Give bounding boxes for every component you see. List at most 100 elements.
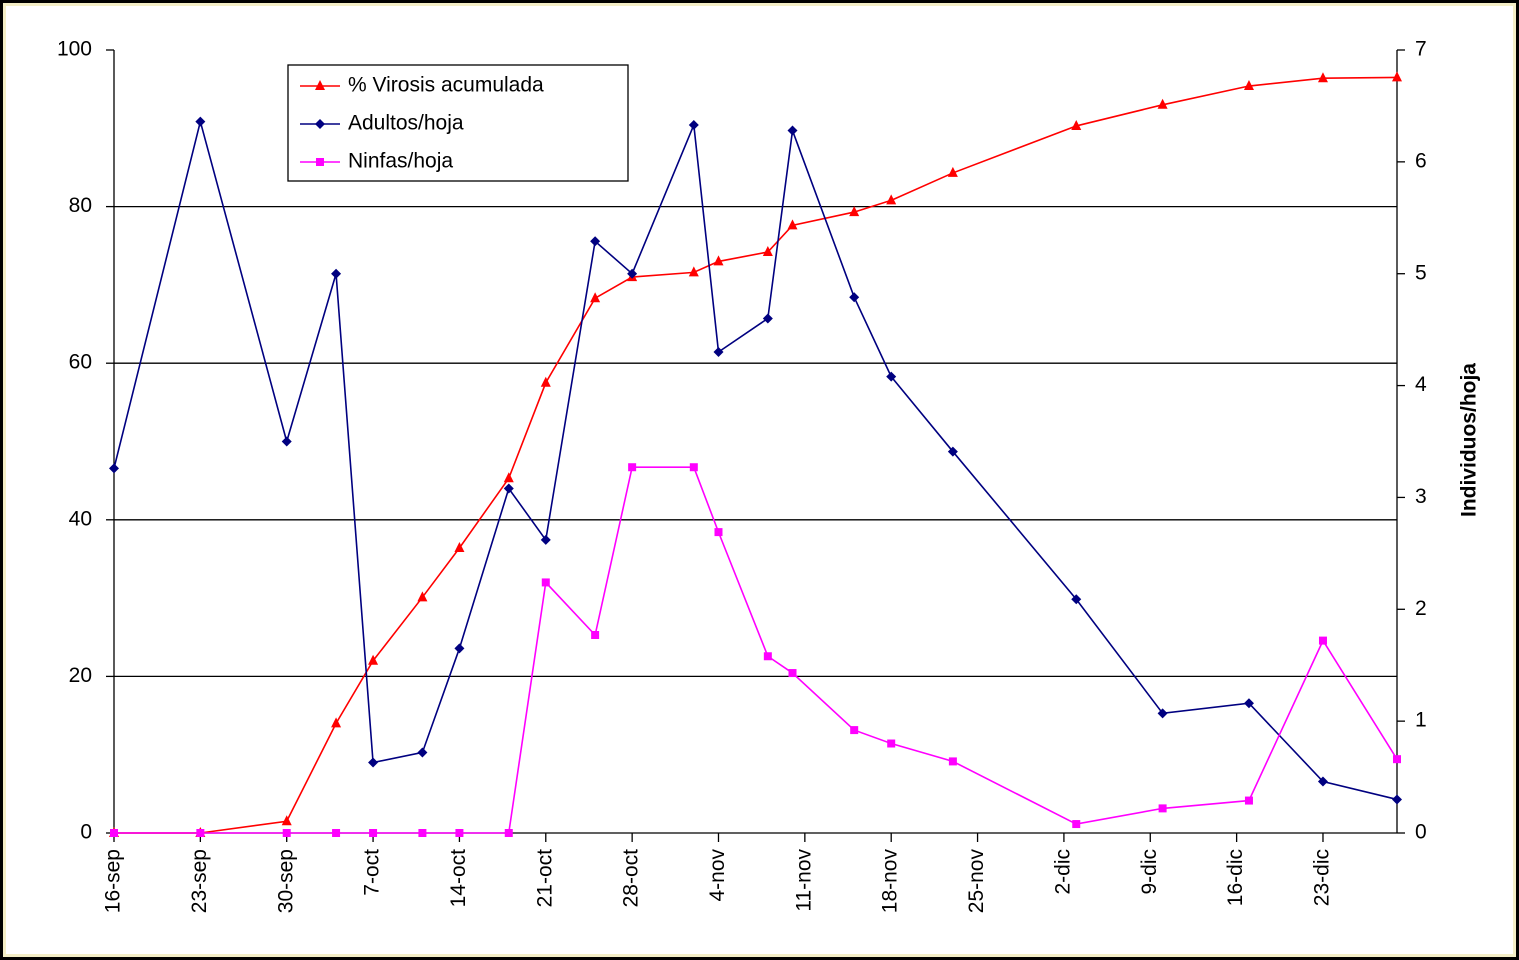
y2-tick-label: 2 [1415,597,1427,620]
x-tick-label: 28-oct [620,849,643,908]
series-line [114,466,1398,834]
series-line [113,118,1398,801]
data-point [331,268,342,279]
x-tick-label: 23-sep [188,849,211,913]
data-point [1243,698,1254,709]
data-point [281,815,292,826]
y2-tick-label: 3 [1415,485,1427,508]
x-tick-label: 2-dic [1051,849,1074,895]
data-point [1158,804,1167,813]
data-point [281,436,292,447]
data-point [196,829,205,837]
x-tick-label: 16-sep [102,849,125,913]
data-point [590,292,601,303]
x-tick-label: 7-oct [361,849,384,896]
legend-label: Ninfas/hoja [348,150,453,173]
y2-tick-label: 5 [1415,261,1427,284]
data-point [688,266,699,277]
y-tick-label: 60 [69,351,92,374]
y-tick-label: 0 [80,821,92,844]
data-point [849,206,860,217]
data-point [369,829,378,837]
data-point [1317,72,1328,83]
legend-label: Adultos/hoja [348,112,464,135]
data-point [763,652,772,661]
data-point [368,757,379,768]
data-point [1244,796,1253,805]
x-tick-label: 18-nov [879,849,902,914]
data-point [454,643,465,654]
legend-label: % Virosis acumulada [348,74,544,97]
x-tick-label: 23-dic [1311,849,1334,906]
y-tick-label: 100 [57,38,92,61]
data-point [947,166,958,177]
data-point [195,116,206,127]
data-point [948,757,957,766]
data-point [368,654,379,665]
y2-axis-title: Individuos/hoja [1458,363,1481,517]
data-point [1157,708,1168,719]
data-point [787,125,798,136]
data-point [540,376,551,387]
data-point [541,578,550,587]
y2-tick-label: 4 [1415,373,1427,396]
x-tick-label: 25-nov [965,849,988,914]
data-point [591,631,600,640]
series-line [114,76,1398,834]
data-point [886,194,897,205]
legend-box [287,64,629,182]
data-point [850,726,859,735]
data-point [1392,794,1402,805]
data-point [110,829,118,837]
x-tick-label: 30-sep [274,849,297,913]
chart: Individuos/hoja 0 20 40 60 80 100 0 1 2 3 4 5 6 7 16-s… [6,6,1513,954]
data-point [1157,98,1168,109]
x-tick-label: 9-dic [1138,849,1161,895]
data-point [849,292,860,303]
x-tick-label: 14-oct [447,849,470,908]
y2-tick-label: 7 [1415,38,1427,61]
legend: % Virosis acumulada Adultos/hoja Ninfas/ho… [287,64,629,182]
data-point [627,268,638,279]
data-point [455,829,464,837]
data-point [332,829,341,837]
x-tick-label: 16-dic [1224,849,1247,906]
data-point [787,219,798,230]
data-point [713,347,724,358]
data-point [1071,119,1082,130]
data-point [1243,80,1254,91]
data-point [689,463,698,472]
data-point [688,119,699,130]
data-point [331,717,342,728]
data-point [540,534,551,545]
data-point [417,747,428,758]
data-point [503,483,514,494]
data-point [714,528,723,537]
data-point [762,246,773,257]
data-point [713,255,724,266]
x-tick-label: 4-nov [706,849,729,902]
data-point [109,463,119,474]
data-point [886,371,897,382]
y2-tick-label: 0 [1415,821,1427,844]
legend-marker [316,158,324,166]
y2-tick-label: 6 [1415,149,1427,172]
data-point [947,446,958,457]
data-point [504,829,513,837]
x-tick-label: 11-nov [792,849,815,912]
data-point [1392,71,1402,82]
y-tick-label: 80 [69,194,92,217]
y-tick-label: 20 [69,664,92,687]
data-point [1072,820,1081,829]
data-point [454,541,465,552]
x-tick-label: 21-oct [533,849,556,908]
data-point [887,739,896,748]
legend-marker [315,80,325,90]
data-point [503,472,514,483]
data-point [788,669,797,678]
data-point [417,591,428,602]
data-point [1318,636,1327,645]
legend-marker [315,119,325,129]
data-point [1071,594,1082,605]
